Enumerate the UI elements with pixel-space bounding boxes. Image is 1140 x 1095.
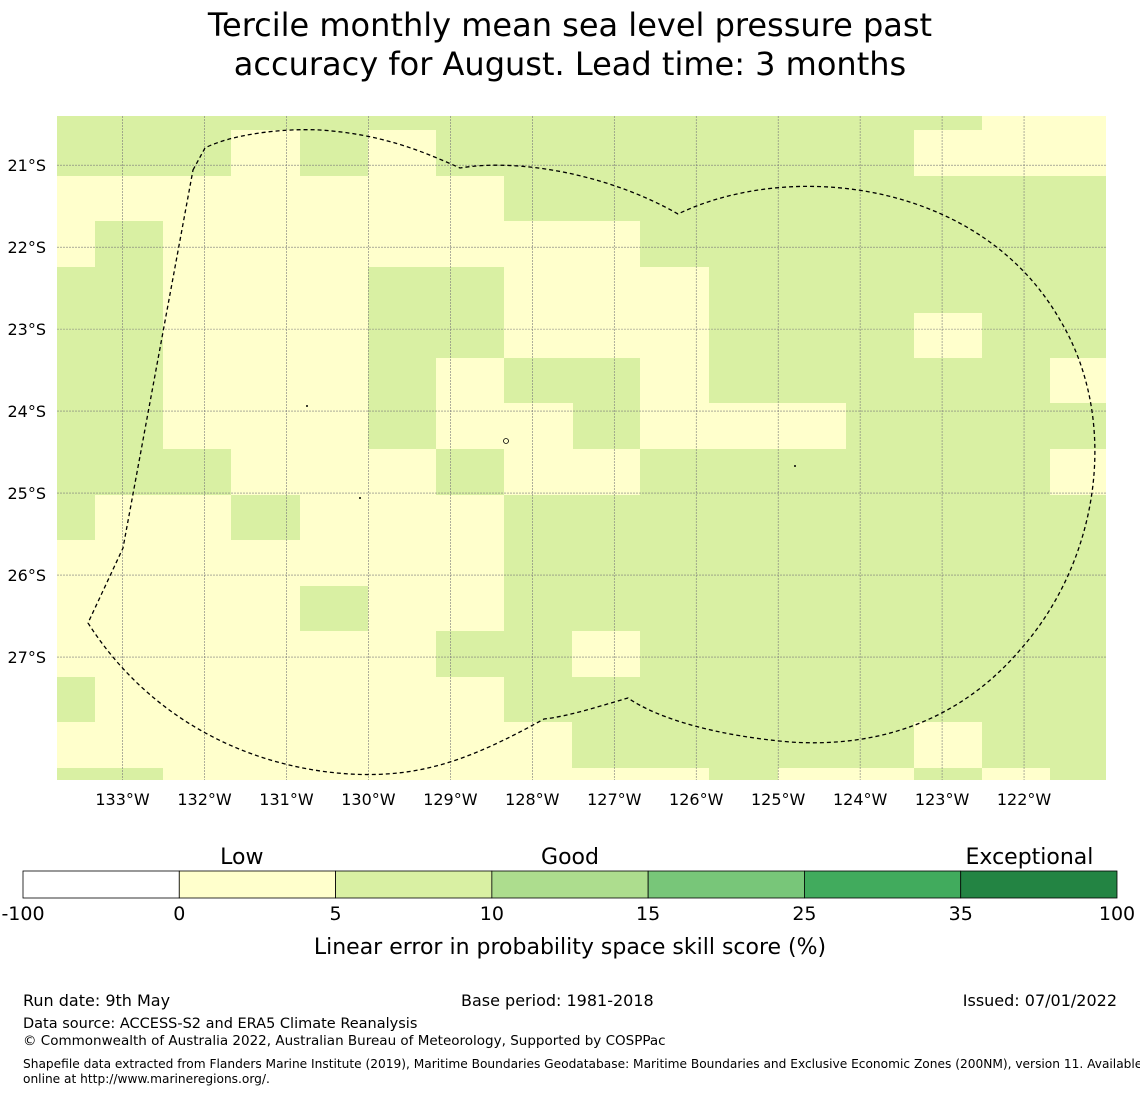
longitude-label: 123°W: [915, 790, 970, 809]
skill-cell: [95, 495, 231, 540]
skill-cell: [504, 403, 573, 449]
latitude-label: 26°S: [7, 566, 46, 585]
skill-cell: [572, 631, 640, 677]
skill-cell: [982, 116, 1106, 130]
latitude-label: 21°S: [7, 156, 46, 175]
skill-cell: [57, 631, 436, 677]
colorbar-tick-label: 100: [1099, 903, 1135, 925]
copyright-notice: © Commonwealth of Australia 2022, Austra…: [23, 1033, 666, 1049]
colorbar-tick-label: 35: [949, 903, 973, 925]
issued-date: Issued: 07/01/2022: [962, 991, 1117, 1010]
data-source: Data source: ACCESS-S2 and ERA5 Climate …: [23, 1016, 418, 1032]
shapefile-credit: Shapefile data extracted from Flanders M…: [23, 1057, 1140, 1086]
longitude-label: 128°W: [505, 790, 560, 809]
latitude-label: 24°S: [7, 402, 46, 421]
colorbar-ticks: -100 0 5 10 15 25 35 100: [1, 903, 1135, 925]
latitude-label: 27°S: [7, 648, 46, 667]
longitude-label: 125°W: [751, 790, 806, 809]
skill-score-map: 21°S22°S23°S24°S25°S26°S27°S 133°W 132°W 1…: [7, 116, 1106, 809]
skill-cell: [436, 358, 504, 449]
latitude-label: 22°S: [7, 238, 46, 257]
longitude-label: 131°W: [259, 790, 314, 809]
skill-cell: [231, 130, 300, 176]
skill-cell: [914, 130, 1106, 176]
skill-cell: [163, 267, 368, 358]
colorbar-bin: [178, 870, 336, 899]
longitude-label: 122°W: [997, 790, 1052, 809]
island-marker: [359, 497, 361, 499]
colorbar-category-label: Low: [220, 845, 263, 870]
title-line-2: accuracy for August. Lead time: 3 months: [233, 45, 907, 83]
skill-cell: [640, 403, 846, 449]
colorbar-bins: [22, 870, 1118, 899]
longitude-label: 133°W: [95, 790, 150, 809]
colorbar-category-label: Good: [541, 845, 599, 870]
skill-cell: [231, 449, 436, 495]
skill-cell: [914, 722, 982, 768]
colorbar-tick-label: 15: [636, 903, 660, 925]
skill-cell: [640, 358, 709, 403]
colorbar-bin: [491, 870, 649, 899]
longitude-label: 132°W: [177, 790, 232, 809]
skill-cells: [57, 116, 1106, 780]
skill-cell: [914, 313, 982, 358]
latitude-labels: 21°S 22°S 23°S 24°S 25°S 26°S 27°S: [7, 156, 46, 667]
colorbar-bin: [960, 870, 1118, 899]
skill-cell: [778, 768, 914, 780]
skill-cell: [368, 586, 504, 631]
colorbar-tick-label: 5: [330, 903, 342, 925]
longitude-label: 126°W: [669, 790, 724, 809]
island-marker: [306, 405, 308, 407]
skill-cell: [57, 540, 504, 586]
colorbar-tick-label: -100: [1, 903, 44, 925]
map-gridlines: [57, 116, 1106, 780]
skill-cell: [57, 221, 95, 267]
colorbar-categories: Low Good Exceptional: [220, 845, 1093, 870]
skill-cell: [95, 677, 504, 722]
map-title: Tercile monthly mean sea level pressure …: [0, 6, 1140, 84]
colorbar: Low Good Exceptional -100 0 5 10 15 25 35 100 Lin…: [1, 845, 1135, 960]
skill-cell: [504, 267, 709, 358]
colorbar-tick-label: 10: [480, 903, 504, 925]
skill-cell: [1050, 449, 1106, 495]
colorbar-bin: [335, 870, 493, 899]
skill-cell: [1050, 358, 1106, 403]
skill-cell: [982, 768, 1050, 780]
island-marker: [794, 465, 796, 467]
skill-cell: [163, 358, 368, 449]
skill-cell: [504, 449, 640, 495]
longitude-label: 127°W: [587, 790, 642, 809]
skill-cell: [163, 221, 640, 267]
longitude-label: 124°W: [833, 790, 888, 809]
longitude-label: 129°W: [423, 790, 478, 809]
colorbar-bin: [22, 870, 180, 899]
island-marker: [503, 438, 509, 444]
skill-cell: [163, 768, 709, 780]
colorbar-label: Linear error in probability space skill …: [314, 935, 826, 960]
base-period: Base period: 1981-2018: [461, 991, 654, 1010]
run-date: Run date: 9th May: [23, 991, 171, 1010]
colorbar-tick-label: 25: [792, 903, 816, 925]
colorbar-tick-label: 0: [173, 903, 185, 925]
skill-cell: [57, 176, 504, 221]
title-line-1: Tercile monthly mean sea level pressure …: [207, 6, 933, 44]
skill-cell: [368, 130, 436, 176]
colorbar-bin: [647, 870, 805, 899]
latitude-label: 23°S: [7, 320, 46, 339]
colorbar-category-label: Exceptional: [966, 845, 1094, 870]
skill-cell: [300, 495, 504, 540]
eez-boundary-line: [87, 129, 1096, 776]
skill-cell: [57, 722, 572, 768]
skill-cell: [57, 586, 300, 631]
longitude-labels: 133°W 132°W 131°W 130°W 129°W 128°W 127°W 126°W…: [95, 790, 1051, 809]
longitude-label: 130°W: [341, 790, 396, 809]
island-markers: [306, 405, 796, 499]
latitude-label: 25°S: [7, 484, 46, 503]
colorbar-bin: [804, 870, 962, 899]
